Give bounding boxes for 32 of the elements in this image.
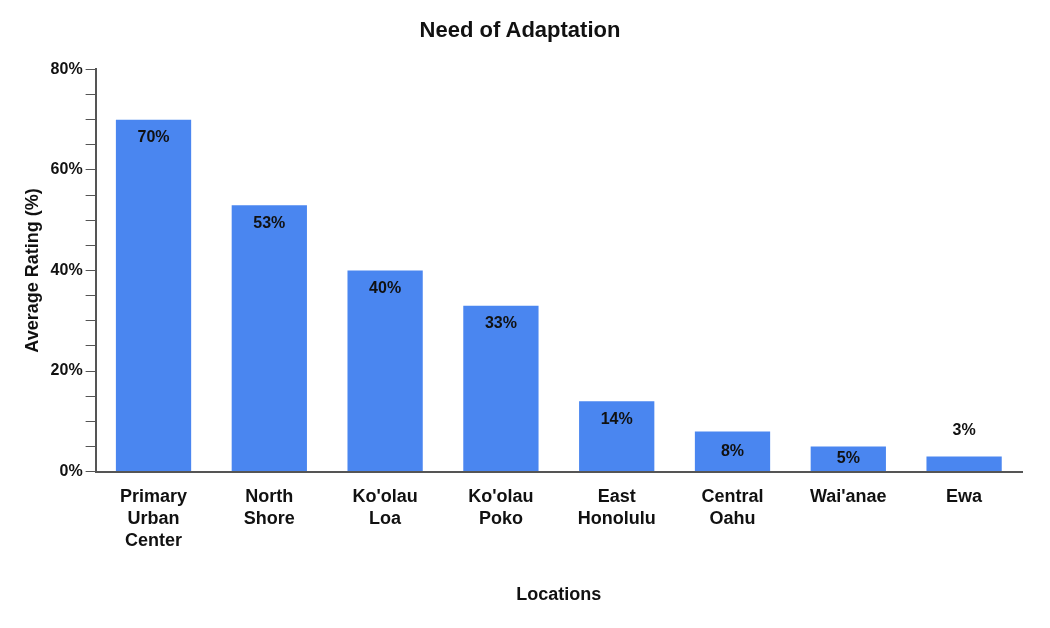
data-label: 33% <box>484 314 517 332</box>
x-tick-label: Ko'olau Poko <box>468 486 534 528</box>
y-tick-label: 20% <box>50 361 83 379</box>
chart-title: Need of Adaptation <box>419 17 621 43</box>
data-label: 40% <box>369 278 402 296</box>
x-axis-title: Locations <box>516 584 602 605</box>
bar <box>810 446 886 472</box>
bar <box>231 205 307 472</box>
x-tick-label: Wai'anae <box>809 486 887 507</box>
data-label: 53% <box>253 213 286 231</box>
y-tick-label: 40% <box>50 260 83 278</box>
x-tick-label: North Shore <box>243 486 295 528</box>
data-label: 8% <box>720 441 745 459</box>
data-label: 70% <box>137 128 170 146</box>
y-tick-label: 80% <box>50 59 83 77</box>
y-tick-label: 60% <box>50 160 83 178</box>
bar <box>579 401 655 472</box>
data-label: 14% <box>600 409 633 427</box>
x-tick-label: East Honolulu <box>577 486 656 528</box>
x-tick-label: Primary Urban Center <box>120 486 188 550</box>
bar <box>347 270 423 472</box>
bar <box>115 119 192 472</box>
bar <box>926 456 1002 472</box>
y-tick-label: 0% <box>59 462 83 480</box>
x-tick-label: Ko'olau Loa <box>352 486 418 528</box>
x-tick-label: Central Oahu <box>701 486 764 528</box>
bar <box>694 431 771 472</box>
y-axis-title: Average Rating (%) <box>21 188 42 353</box>
data-label: 5% <box>836 449 860 467</box>
bar <box>463 305 539 472</box>
data-label: 3% <box>952 420 976 438</box>
x-tick-label: Ewa <box>946 486 984 507</box>
